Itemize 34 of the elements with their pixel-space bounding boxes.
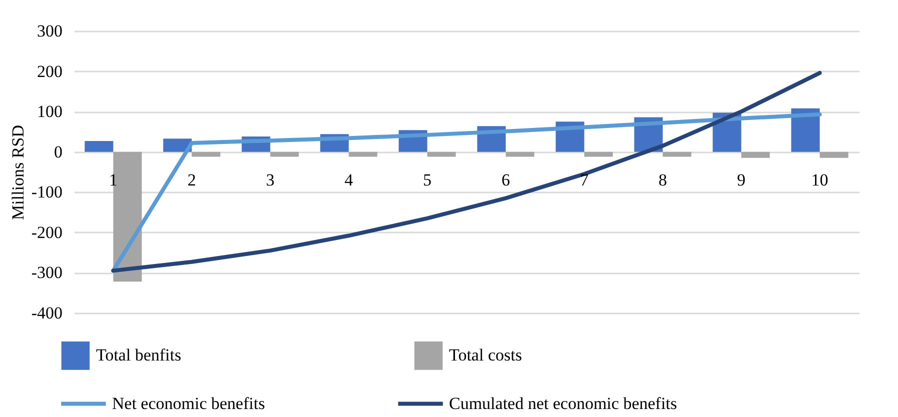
bar xyxy=(741,152,770,158)
y-tick-label: -100 xyxy=(31,182,62,202)
y-tick-label: 100 xyxy=(37,102,62,122)
x-tick-label: 3 xyxy=(266,170,274,190)
bar xyxy=(584,152,613,157)
bar xyxy=(192,152,220,157)
y-tick-label: -200 xyxy=(31,222,62,242)
legend-label: Total benfits xyxy=(96,346,182,365)
x-tick-label: 8 xyxy=(658,170,667,190)
x-tick-label: 2 xyxy=(188,170,196,190)
x-tick-label: 5 xyxy=(423,170,432,190)
bar xyxy=(791,108,820,152)
bar xyxy=(84,140,114,152)
y-tick-label: 300 xyxy=(37,22,62,40)
x-tick-label: 10 xyxy=(811,170,828,190)
bar xyxy=(270,152,299,157)
legend-label: Net economic benefits xyxy=(112,394,265,413)
x-tick-label: 9 xyxy=(737,170,746,190)
bar xyxy=(662,152,692,157)
y-tick-label: 200 xyxy=(37,62,62,81)
bar xyxy=(348,152,378,157)
bar xyxy=(427,152,456,157)
y-tick-label: -400 xyxy=(31,304,62,322)
bar xyxy=(820,152,848,158)
x-tick-label: 7 xyxy=(580,170,589,190)
x-tick-label: 1 xyxy=(109,170,118,190)
x-tick-label: 6 xyxy=(502,170,510,190)
legend-label: Cumulated net economic benefits xyxy=(449,394,678,413)
x-tick-label: 4 xyxy=(344,170,354,190)
y-tick-label: 0 xyxy=(54,142,62,162)
legend-label: Total costs xyxy=(449,346,522,365)
y-axis-title: Millions RSD xyxy=(8,125,28,220)
y-tick-label: -300 xyxy=(31,263,62,282)
bar xyxy=(506,152,534,157)
